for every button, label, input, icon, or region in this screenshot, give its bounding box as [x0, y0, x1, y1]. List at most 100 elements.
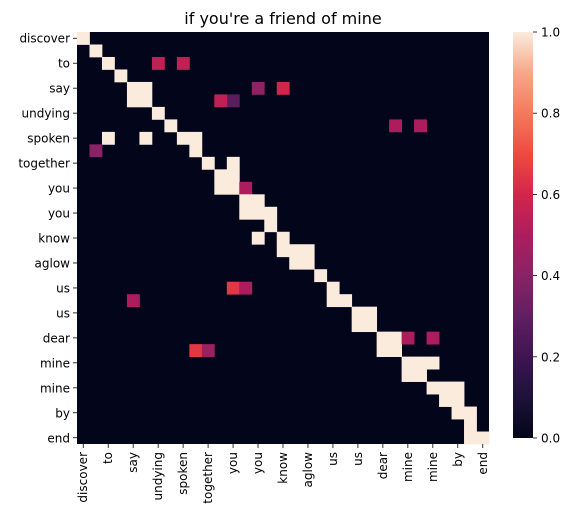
heatmap-cell — [401, 369, 415, 382]
x-tick-label: mine — [426, 452, 440, 482]
heatmap-cell — [226, 94, 240, 108]
heatmap-cell — [426, 331, 440, 345]
heatmap-cell — [276, 244, 290, 258]
heatmap-cell — [189, 131, 203, 145]
y-tick-label: to — [58, 57, 70, 71]
heatmap-cell — [264, 206, 278, 220]
heatmap-cell — [376, 344, 390, 357]
y-tick-label: you — [48, 182, 70, 196]
heatmap-cell — [389, 344, 402, 357]
y-tick-label: us — [56, 306, 70, 320]
x-tick-label: spoken — [176, 452, 190, 495]
x-tick-label: dear — [376, 452, 390, 479]
heatmap-cell — [251, 81, 265, 95]
heatmap-cell — [176, 131, 190, 145]
x-tick-label: aglow — [301, 452, 315, 488]
heatmap-cell — [326, 294, 340, 308]
y-axis: discover to say undying spoken together you you… — [18, 32, 77, 445]
heatmap-cell — [226, 181, 240, 195]
heatmap-cell — [214, 94, 228, 108]
heatmap-cell — [239, 206, 253, 220]
heatmap-cell — [239, 281, 253, 295]
heatmap-cell — [264, 219, 278, 233]
heatmap-cell — [376, 331, 390, 345]
heatmap-cell — [239, 181, 253, 195]
heatmap-cell — [89, 44, 103, 58]
heatmap-cell — [189, 344, 203, 357]
x-tick-label: say — [126, 452, 140, 473]
y-tick-label: know — [38, 232, 70, 246]
heatmap-cell — [364, 319, 378, 333]
x-tick-label: by — [451, 452, 465, 467]
x-tick-label: us — [326, 452, 340, 466]
heatmap-cell — [139, 131, 153, 145]
heatmap-cell — [476, 431, 490, 445]
x-tick-label: discover — [76, 452, 90, 503]
heatmap-cell — [301, 256, 315, 270]
heatmap-cell — [414, 119, 427, 133]
heatmap-cell — [101, 131, 115, 145]
heatmap-cell — [464, 419, 477, 432]
heatmap-cell — [289, 256, 303, 270]
heatmap-cell — [414, 369, 427, 382]
colorbar-tick-label: 0.0 — [541, 432, 560, 446]
heatmap-cell — [164, 119, 178, 133]
heatmap-cell — [201, 344, 215, 357]
chart-title: if you're a friend of mine — [184, 9, 381, 28]
heatmap-cell — [139, 94, 153, 108]
y-tick-label: undying — [22, 107, 71, 121]
x-tick-label: to — [101, 452, 115, 464]
heatmap-cell — [201, 156, 215, 170]
x-tick-label: know — [276, 452, 290, 484]
heatmap-cell — [126, 81, 140, 95]
heatmap-cell — [226, 169, 240, 183]
heatmap-cell — [389, 119, 402, 133]
colorbar-tick-label: 1.0 — [541, 26, 560, 40]
x-axis: discover to say undying spoken together you you… — [76, 444, 490, 504]
colorbar-axis: 0.0 0.2 0.4 0.6 0.8 1.0 — [533, 26, 560, 446]
y-tick-label: dear — [43, 331, 70, 345]
heatmap-cell — [226, 156, 240, 170]
heatmap-cell — [464, 406, 477, 420]
heatmap-cell — [439, 394, 452, 407]
colorbar-tick-label: 0.4 — [541, 269, 560, 283]
y-tick-label: mine — [40, 381, 70, 395]
heatmap-cell — [451, 381, 465, 395]
y-tick-label: together — [18, 157, 70, 171]
y-tick-label: end — [47, 431, 70, 445]
x-tick-label: end — [476, 452, 490, 475]
y-tick-label: spoken — [27, 132, 70, 146]
heatmap-cell — [289, 244, 303, 258]
heatmap-cell — [389, 331, 402, 345]
heatmap-cell — [351, 319, 365, 333]
x-tick-label: you — [251, 452, 265, 474]
y-tick-label: say — [49, 82, 70, 96]
heatmap-cell — [239, 194, 253, 208]
heatmap-cell — [351, 306, 365, 320]
x-tick-label: us — [351, 452, 365, 466]
heatmap-cell — [101, 56, 115, 70]
heatmap-cell — [301, 244, 315, 258]
heatmap-cell — [151, 106, 165, 120]
x-tick-label: mine — [401, 452, 415, 482]
heatmap-cell — [276, 81, 290, 95]
heatmap-cell — [77, 32, 90, 45]
heatmap-cell — [414, 356, 427, 370]
colorbar-tick-label: 0.8 — [541, 107, 560, 121]
heatmap-cell — [126, 294, 140, 308]
y-tick-label: discover — [19, 32, 70, 46]
colorbar-tick-label: 0.2 — [541, 350, 560, 364]
heatmap-cell — [426, 356, 440, 370]
heatmap-cell — [364, 306, 378, 320]
heatmap-cell — [401, 331, 415, 345]
heatmap-cell — [251, 206, 265, 220]
heatmap-cell — [451, 406, 465, 420]
heatmap-cell — [276, 231, 290, 245]
heatmap-cell — [214, 181, 228, 195]
heatmap-cell — [326, 281, 340, 295]
heatmap-cells — [77, 32, 490, 445]
y-tick-label: by — [55, 406, 70, 420]
y-tick-label: mine — [40, 356, 70, 370]
heatmap-cell — [439, 381, 452, 395]
